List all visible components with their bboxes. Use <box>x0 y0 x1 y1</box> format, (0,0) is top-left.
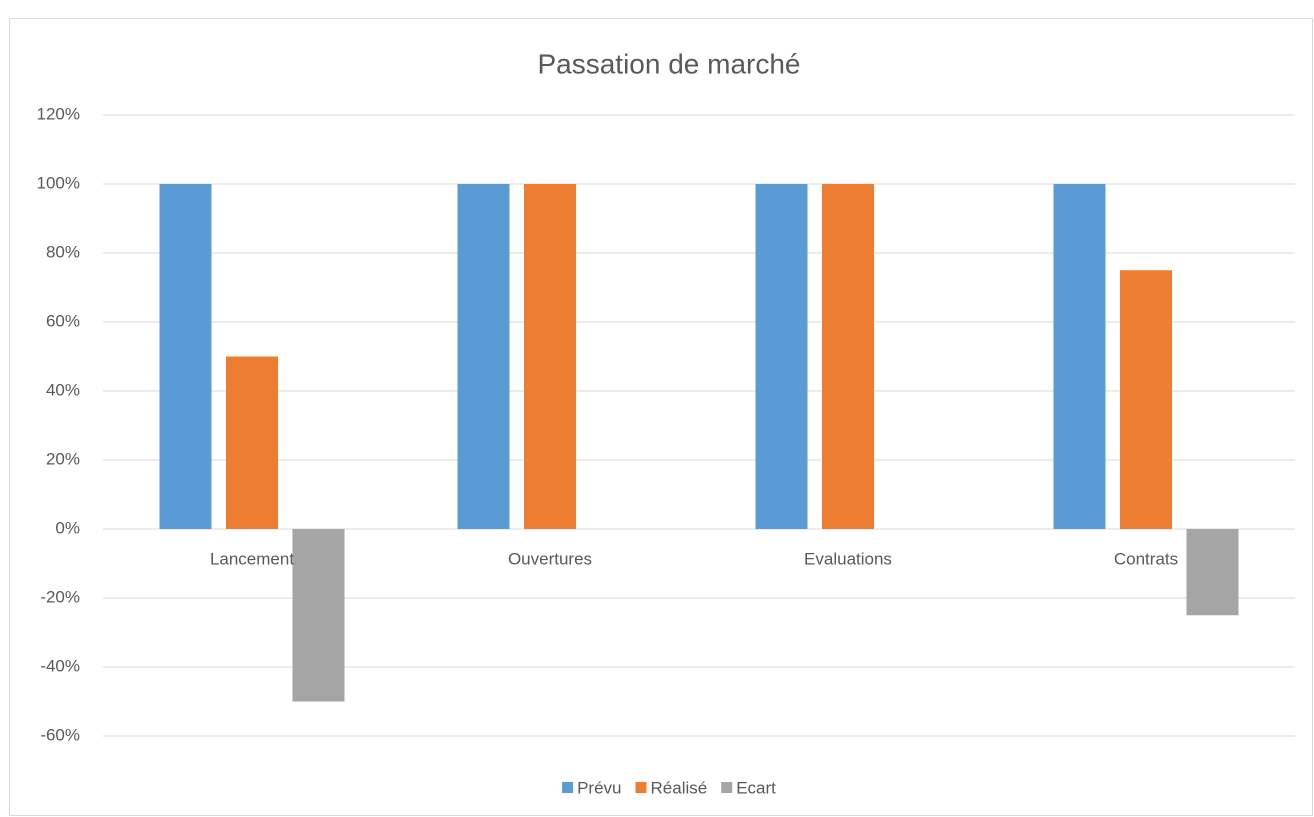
x-tick-label: Lancement <box>210 549 294 568</box>
legend-label: Ecart <box>736 778 776 797</box>
x-tick-label: Evaluations <box>804 549 892 568</box>
y-tick-label: 120% <box>37 104 80 123</box>
legend-label: Prévu <box>577 778 621 797</box>
legend-swatch <box>721 782 733 793</box>
bar <box>457 184 510 529</box>
bar <box>755 184 808 529</box>
y-tick-label: -20% <box>40 587 80 606</box>
y-tick-label: 20% <box>46 449 80 468</box>
legend-swatch <box>562 782 574 793</box>
bar <box>159 184 212 529</box>
y-tick-label: -60% <box>40 725 80 744</box>
bar <box>822 184 874 529</box>
legend-swatch <box>635 782 647 793</box>
x-tick-label: Ouvertures <box>508 549 592 568</box>
y-tick-label: 0% <box>55 518 80 537</box>
bar <box>1053 184 1106 529</box>
y-tick-label: 60% <box>46 311 80 330</box>
y-tick-label: 100% <box>37 173 80 192</box>
y-tick-label: -40% <box>40 656 80 675</box>
y-tick-label: 40% <box>46 380 80 399</box>
bar <box>1120 270 1172 529</box>
chart-title: Passation de marché <box>537 48 800 79</box>
x-tick-label: Contrats <box>1114 549 1178 568</box>
bar <box>1186 529 1239 616</box>
bar <box>292 529 345 702</box>
y-tick-label: 80% <box>46 242 80 261</box>
bar <box>524 184 576 529</box>
bar <box>226 356 278 529</box>
legend-label: Réalisé <box>651 778 708 797</box>
